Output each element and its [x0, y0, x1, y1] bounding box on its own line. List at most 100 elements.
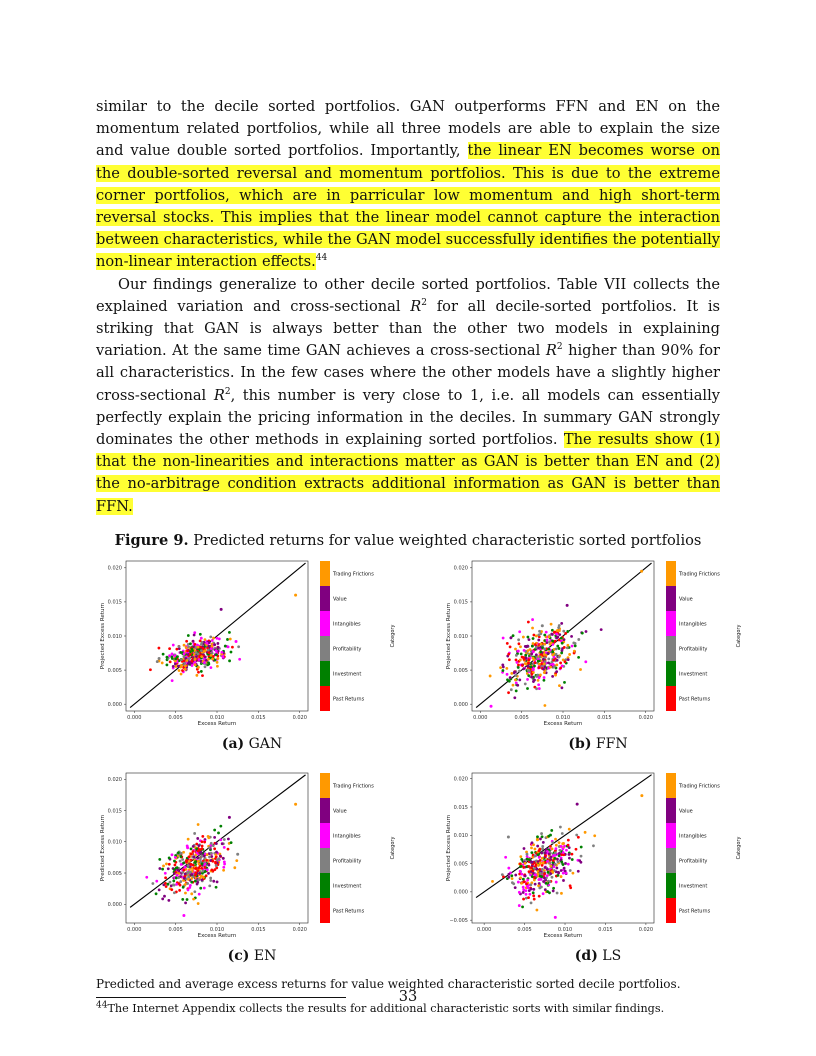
- data-point: [162, 864, 165, 868]
- legend-swatch: [320, 610, 330, 636]
- data-point: [550, 632, 554, 636]
- data-point: [541, 646, 544, 650]
- data-point: [194, 873, 197, 877]
- data-point: [511, 683, 515, 687]
- data-point: [214, 861, 218, 865]
- data-point: [222, 868, 225, 872]
- data-point: [573, 644, 577, 648]
- data-point: [216, 664, 219, 668]
- scatter-points: [475, 562, 652, 708]
- data-point: [523, 874, 527, 878]
- data-point: [526, 635, 530, 639]
- data-point: [558, 825, 562, 829]
- data-point: [564, 658, 568, 661]
- legend-title: Category: [736, 836, 742, 859]
- data-point: [203, 665, 207, 669]
- data-point: [215, 636, 219, 640]
- data-point: [556, 873, 560, 877]
- data-point: [517, 663, 520, 667]
- data-point: [540, 832, 543, 835]
- data-point: [179, 862, 183, 866]
- data-point: [532, 897, 536, 901]
- data-point: [556, 628, 559, 632]
- data-point: [568, 856, 571, 860]
- data-point: [237, 645, 241, 649]
- data-point: [202, 649, 206, 653]
- data-point: [572, 649, 576, 653]
- data-point: [190, 880, 194, 884]
- data-point: [514, 873, 518, 877]
- footnote-ref-44[interactable]: 44: [315, 253, 328, 264]
- data-point: [174, 659, 177, 663]
- data-point: [525, 852, 529, 856]
- data-point: [541, 861, 545, 865]
- data-point: [553, 856, 557, 860]
- data-point: [560, 831, 564, 835]
- data-point: [221, 655, 225, 659]
- data-point: [542, 678, 546, 682]
- data-point: [518, 869, 522, 873]
- data-point: [188, 656, 192, 660]
- x-axis-label: Excess Return: [198, 721, 237, 727]
- data-point: [530, 644, 534, 648]
- data-point: [190, 647, 194, 651]
- data-point: [191, 639, 195, 643]
- data-point: [187, 855, 191, 859]
- data-point: [217, 831, 220, 835]
- data-point: [194, 860, 197, 863]
- data-point: [191, 863, 195, 867]
- data-point: [552, 865, 556, 868]
- data-point: [536, 657, 540, 661]
- data-point: [510, 874, 514, 878]
- data-point: [157, 888, 161, 892]
- data-point: [197, 892, 201, 896]
- data-point: [175, 873, 179, 877]
- data-point: [517, 890, 521, 894]
- reference-line: [475, 562, 652, 708]
- data-point: [543, 872, 546, 876]
- data-point: [530, 841, 534, 845]
- legend-label: Profitability: [679, 646, 707, 652]
- data-point: [161, 867, 164, 871]
- data-point: [176, 664, 180, 668]
- data-point: [173, 662, 177, 666]
- data-point: [562, 841, 565, 845]
- data-point: [560, 651, 564, 655]
- data-point: [176, 851, 180, 854]
- data-point: [560, 891, 563, 895]
- data-point: [183, 667, 187, 671]
- data-point: [220, 842, 224, 845]
- data-point: [216, 645, 220, 649]
- data-point: [189, 847, 193, 851]
- data-point: [531, 618, 534, 621]
- data-point: [207, 644, 211, 648]
- data-point: [555, 891, 559, 895]
- data-point: [499, 666, 503, 669]
- data-point: [199, 645, 202, 649]
- data-point: [166, 867, 170, 871]
- data-point: [555, 670, 559, 673]
- data-point: [547, 647, 551, 651]
- x-axis-label: Excess Return: [198, 933, 237, 939]
- data-point: [553, 853, 557, 857]
- data-point: [214, 885, 218, 889]
- data-point: [519, 652, 523, 656]
- data-point: [195, 842, 199, 846]
- data-point: [518, 678, 522, 682]
- data-point: [489, 704, 493, 708]
- data-point: [559, 868, 563, 872]
- data-point: [525, 882, 528, 886]
- data-point: [535, 687, 538, 690]
- legend-swatch: [666, 897, 676, 923]
- data-point: [562, 638, 566, 641]
- data-point: [214, 649, 218, 653]
- data-point: [555, 632, 558, 636]
- data-point: [205, 641, 209, 645]
- data-point: [216, 656, 220, 660]
- data-point: [526, 649, 530, 652]
- data-point: [526, 686, 529, 690]
- data-point: [208, 855, 211, 859]
- data-point: [168, 660, 172, 664]
- data-point: [540, 835, 544, 839]
- data-point: [179, 854, 183, 858]
